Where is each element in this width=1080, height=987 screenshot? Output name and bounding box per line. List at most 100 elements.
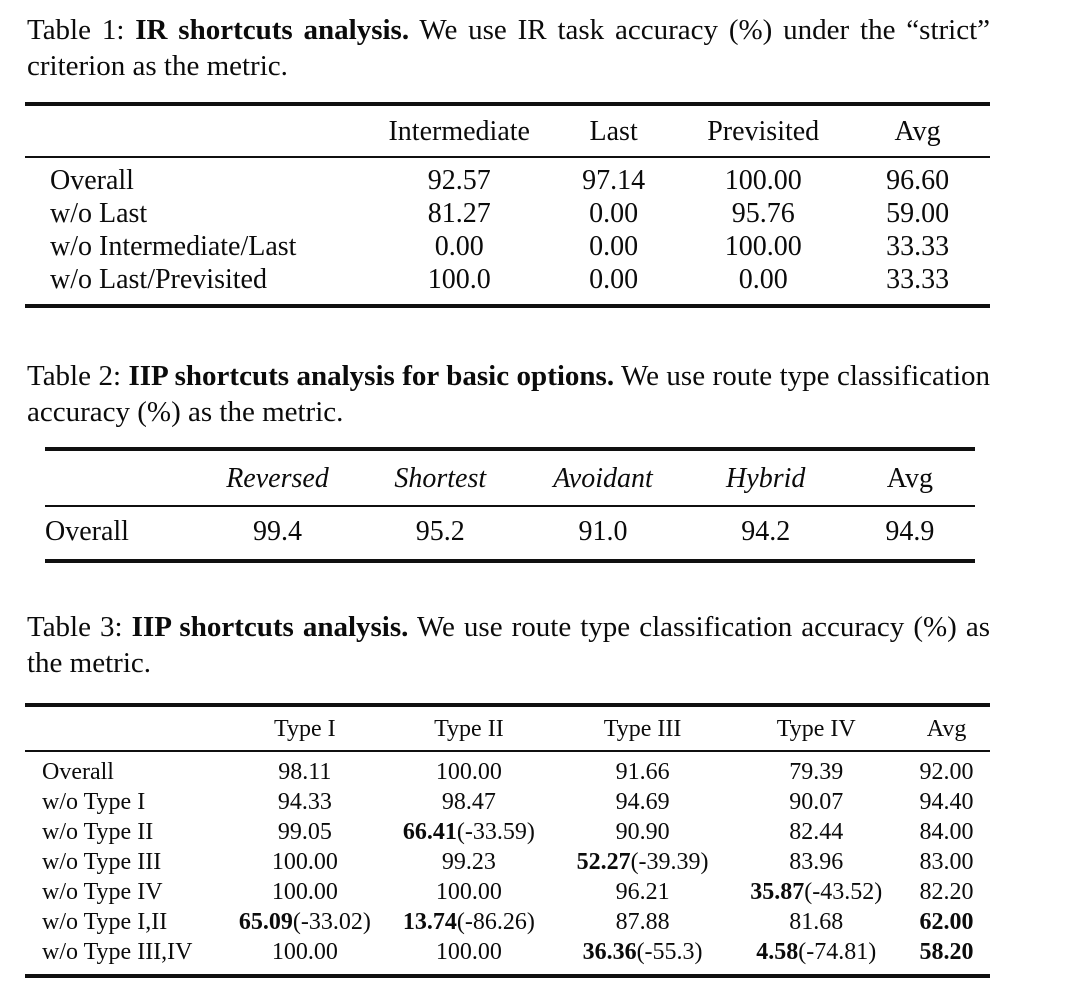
data-cell: 100.00 [435, 759, 502, 785]
data-cell: 99.05 [277, 819, 332, 845]
table-row: w/o Type I,II 65.09(-33.02) 13.74(-86.26) 8… [25, 907, 990, 937]
data-cell: 87.88 [615, 909, 670, 935]
table-row: w/o Last/Previsited 100.0 0.00 0.00 33.33 [25, 263, 990, 306]
column-header: Type IV [729, 705, 904, 752]
table-2-header-row: Reversed Shortest Avoidant Hybrid Avg [45, 449, 975, 507]
data-cell: 84.00 [919, 819, 974, 845]
data-cell: 100.00 [271, 939, 338, 965]
cell-value: 62.00 [919, 909, 974, 935]
table-row: w/o Intermediate/Last 0.00 0.00 100.00 33.33 [25, 230, 990, 263]
data-cell: 79.39 [789, 759, 844, 785]
cell-value: 52.27 [576, 849, 631, 875]
column-header: Last [546, 104, 682, 158]
table-row: w/o Type IV 100.00 100.00 96.21 35.87(-43.52… [25, 877, 990, 907]
cell-value: 35.87 [750, 879, 805, 905]
data-cell: 0.00 [589, 264, 639, 295]
table-1-caption-text: We use IR task accuracy (%) under the “s… [27, 14, 991, 82]
data-cell: 0.00 [434, 231, 484, 262]
cell-delta: (-43.52) [804, 879, 883, 905]
column-header: Avoidant [519, 449, 687, 507]
data-cell: 92.57 [427, 165, 491, 196]
data-cell: 98.47 [441, 789, 496, 815]
table-row: w/o Type III,IV 100.00 100.00 36.36(-55.3) 4… [25, 937, 990, 976]
table-1: Intermediate Last Previsited Avg Overall 92.… [25, 102, 990, 308]
data-cell: 96.21 [615, 879, 670, 905]
data-cell: 0.00 [738, 264, 788, 295]
table-row: w/o Type III 100.00 99.23 52.27(-39.39) 83.9… [25, 847, 990, 877]
table-3-caption: Table 3: IIP shortcuts analysis. We use … [27, 609, 990, 681]
data-cell: 83.00 [919, 849, 974, 875]
cell-delta: (-33.59) [456, 819, 535, 845]
table-1-caption-title: IR shortcuts analysis. [135, 14, 410, 46]
column-header: Intermediate [372, 104, 547, 158]
data-cell: 83.96 [789, 849, 844, 875]
data-cell: 94.33 [277, 789, 332, 815]
data-cell: 100.00 [435, 879, 502, 905]
cell-value: 66.41 [402, 819, 457, 845]
data-cell: 81.27 [427, 198, 491, 229]
cell-value: 4.58 [756, 939, 799, 965]
table-row: w/o Last 81.27 0.00 95.76 59.00 [25, 197, 990, 230]
data-cell: 82.20 [919, 879, 974, 905]
column-header [45, 449, 194, 507]
data-cell: 59.00 [886, 198, 950, 229]
table-2-body: Overall 99.4 95.2 91.0 94.2 94.9 [45, 506, 975, 561]
column-header: Avg [845, 104, 990, 158]
data-cell: 52.27(-39.39) [556, 847, 730, 877]
cell-delta: (-86.26) [456, 909, 535, 935]
row-label: w/o Type IV [42, 879, 163, 905]
data-cell: 96.60 [886, 165, 950, 196]
data-cell: 65.09(-33.02) [228, 907, 382, 937]
data-cell: 35.87(-43.52) [729, 877, 903, 907]
row-label: w/o Last [50, 198, 148, 229]
cell-value: 65.09 [238, 909, 293, 935]
data-cell: 13.74(-86.26) [382, 907, 556, 937]
column-header: Avg [903, 705, 990, 752]
row-label: Overall [50, 165, 134, 196]
data-cell: 99.23 [441, 849, 496, 875]
cell-value: 36.36 [582, 939, 637, 965]
cell-value: 13.74 [402, 909, 457, 935]
column-header: Avg [844, 449, 975, 507]
table-3-body: Overall 98.11 100.00 91.66 79.39 92.00 w/o Typ… [25, 751, 990, 976]
column-header [25, 705, 228, 752]
table-row: Overall 98.11 100.00 91.66 79.39 92.00 [25, 751, 990, 787]
data-cell: 90.90 [615, 819, 670, 845]
data-cell: 33.33 [886, 264, 950, 295]
data-cell: 90.07 [789, 789, 844, 815]
data-cell: 94.9 [885, 516, 935, 547]
table-3: Type I Type II Type III Type IV Avg Overall 9… [25, 703, 990, 978]
table-row: w/o Type II 99.05 66.41(-33.59) 90.90 82.44 8… [25, 817, 990, 847]
column-header: Type II [382, 705, 556, 752]
cell-delta: (-33.02) [292, 909, 371, 935]
table-row: Overall 92.57 97.14 100.00 96.60 [25, 157, 990, 197]
data-cell: 97.14 [582, 165, 646, 196]
row-label: Overall [42, 759, 114, 785]
data-cell: 98.11 [278, 759, 332, 785]
data-cell: 95.76 [731, 198, 795, 229]
data-cell: 4.58(-74.81) [729, 937, 903, 976]
row-label: w/o Type III [42, 849, 162, 875]
column-header: Shortest [361, 449, 520, 507]
cell-delta: (-39.39) [630, 849, 709, 875]
data-cell: 95.2 [415, 516, 465, 547]
data-cell: 94.40 [919, 789, 974, 815]
row-label: Overall [45, 516, 129, 547]
data-cell: 100.00 [435, 939, 502, 965]
table-row: w/o Type I 94.33 98.47 94.69 90.07 94.40 [25, 787, 990, 817]
cell-delta: (-55.3) [636, 939, 703, 965]
table-row: Overall 99.4 95.2 91.0 94.2 94.9 [45, 506, 975, 561]
table-3-caption-title: IIP shortcuts analysis. [131, 611, 409, 643]
column-header [25, 104, 373, 158]
cell-delta: (-74.81) [798, 939, 877, 965]
column-header: Type III [555, 705, 730, 752]
data-cell: 81.68 [789, 909, 844, 935]
row-label: w/o Type I,II [42, 909, 168, 935]
table-3-caption-number: Table 3: [27, 611, 123, 643]
table-1-caption: Table 1: IR shortcuts analysis. We use I… [27, 12, 990, 84]
data-cell: 91.0 [578, 516, 628, 547]
table-2-caption-text: We use route type classification accurac… [27, 360, 990, 428]
data-cell: 62.00 [903, 907, 990, 937]
row-label: w/o Type III,IV [42, 939, 193, 965]
table-1-header-row: Intermediate Last Previsited Avg [25, 104, 990, 158]
